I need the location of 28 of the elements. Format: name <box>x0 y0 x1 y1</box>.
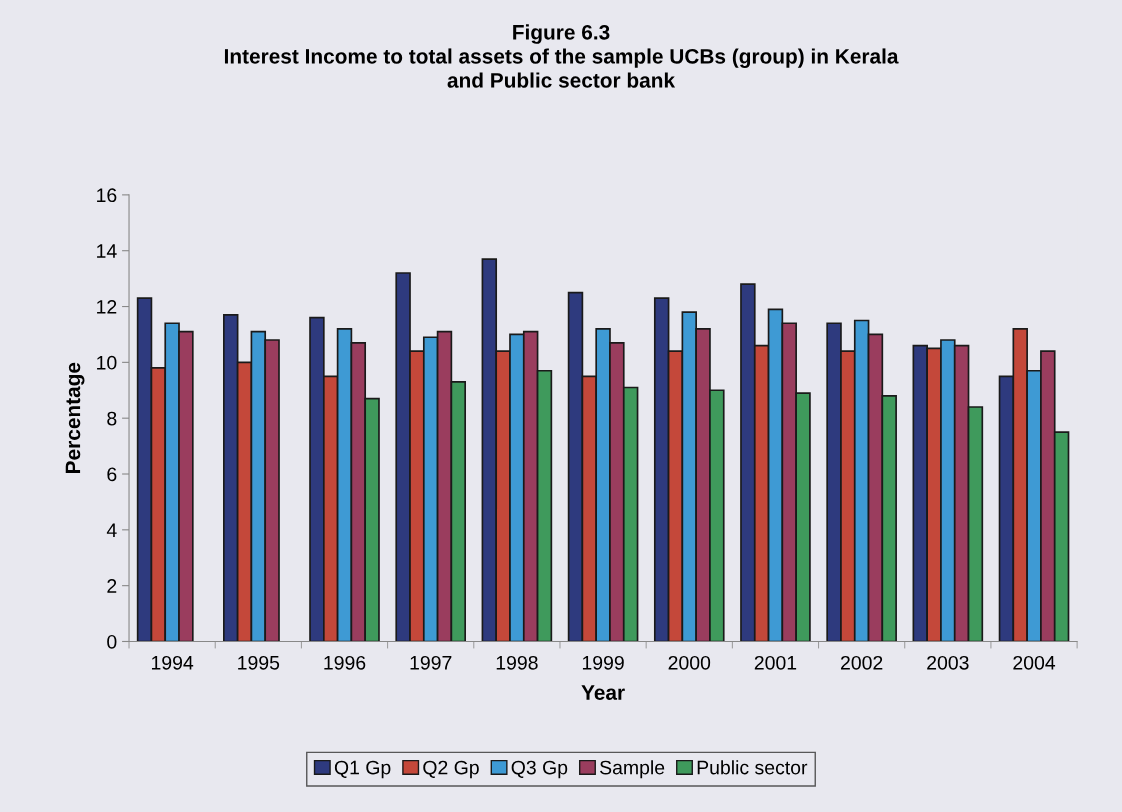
x-tick-label: 1997 <box>410 655 452 670</box>
y-tick-label: 6 <box>107 467 117 482</box>
legend-label: Sample <box>600 760 665 779</box>
x-tick-label: 1995 <box>238 655 280 670</box>
y-tick-label: 12 <box>97 300 117 314</box>
legend-label: Q2 Gp <box>423 760 479 779</box>
y-tick-label: 14 <box>97 244 117 258</box>
x-axis-title: Year <box>581 685 625 700</box>
legend-label: Public sector <box>697 760 808 775</box>
legend-label: Q1 Gp <box>334 760 391 779</box>
y-tick-label: 16 <box>97 188 117 203</box>
y-tick-label: 2 <box>107 579 117 593</box>
y-axis-title: Percentage <box>65 362 85 473</box>
y-tick-label: 8 <box>107 411 117 426</box>
y-tick-label: 0 <box>107 634 117 649</box>
y-tick-label: 4 <box>106 523 117 537</box>
x-tick-label: 1996 <box>324 655 366 670</box>
x-tick-label: 2004 <box>1013 655 1056 670</box>
x-tick-label: 2001 <box>754 655 797 670</box>
x-tick-label: 2000 <box>668 655 711 670</box>
x-tick-label: 1998 <box>496 655 538 670</box>
legend-label: Q3 Gp <box>511 760 568 779</box>
y-tick-label: 10 <box>97 355 117 370</box>
x-tick-label: 1999 <box>582 655 624 670</box>
x-tick-label: 2002 <box>841 655 883 670</box>
x-tick-label: 1994 <box>151 655 194 670</box>
x-tick-label: 2003 <box>927 655 969 670</box>
chart-title: Figure 6.3 Interest Income to total assets of the sample UCBs (group) in Kerala and Public sector bank <box>224 24 899 88</box>
